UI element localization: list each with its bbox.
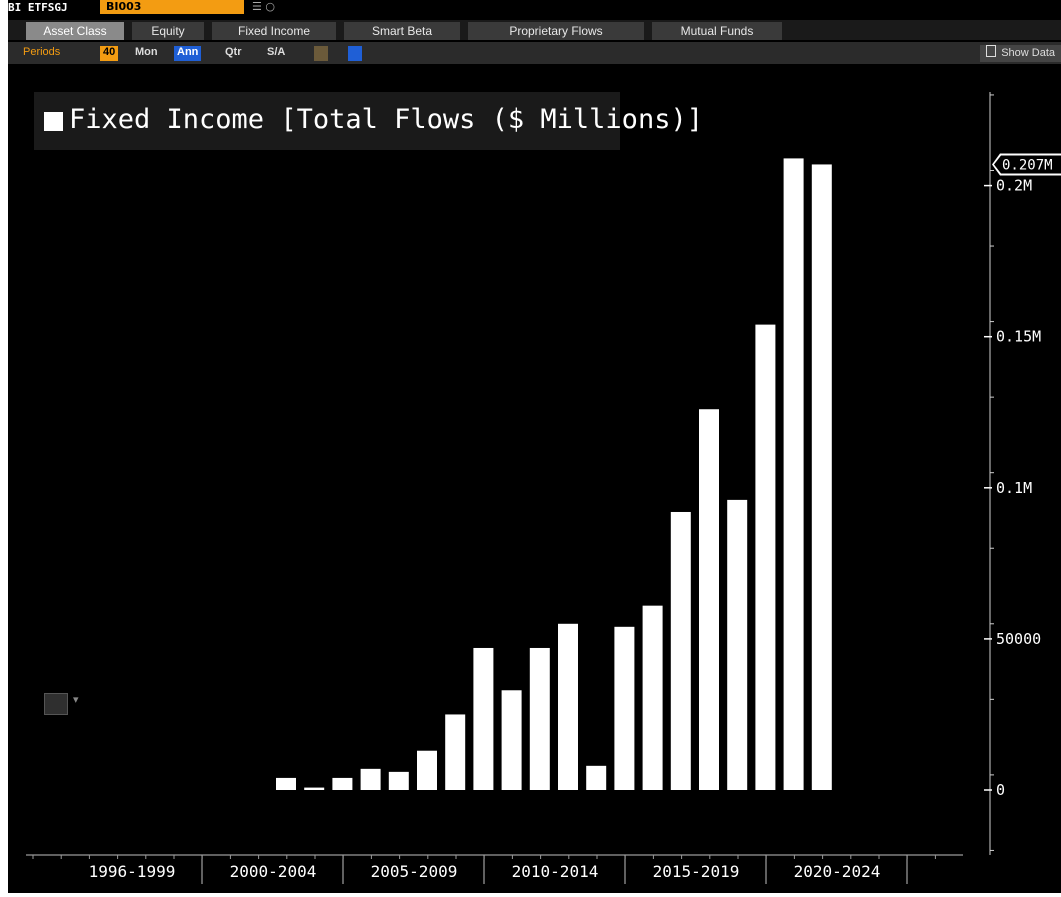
chart-legend: Fixed Income [Total Flows ($ Millions)]	[34, 92, 620, 150]
bar	[332, 778, 352, 790]
y-tick-label: 50000	[996, 630, 1041, 648]
bar	[389, 772, 409, 790]
bar	[304, 788, 324, 790]
bloomberg-window: BI ETFSGJ BI003 ☰ ○ Asset Class Equity F…	[8, 0, 1061, 893]
bar	[558, 624, 578, 790]
last-value-label: 0.207M	[1002, 157, 1053, 173]
x-tick-label: 2010-2014	[512, 862, 599, 881]
x-tick-label: 2000-2004	[230, 862, 317, 881]
chevron-down-icon[interactable]: ▾	[73, 693, 79, 706]
bar	[417, 751, 437, 790]
legend-swatch	[44, 112, 63, 131]
bar	[530, 648, 550, 790]
bars-group	[276, 158, 832, 790]
bar	[755, 325, 775, 790]
bar	[643, 606, 663, 790]
x-axis: 1996-1999 2000-2004 2005-2009 2010-2014 2015…	[26, 855, 963, 884]
chart-options-icon[interactable]	[44, 693, 68, 715]
x-tick-label: 2015-2019	[653, 862, 740, 881]
y-axis: 0 50000 0.1M 0.15M 0.2M 0.207M	[984, 92, 1061, 855]
bar	[784, 158, 804, 790]
bar	[445, 714, 465, 790]
bar	[502, 690, 522, 790]
y-tick-label: 0.15M	[996, 328, 1041, 346]
x-tick-label: 2020-2024	[794, 862, 881, 881]
y-tick-label: 0	[996, 781, 1005, 799]
x-tick-label: 2005-2009	[371, 862, 458, 881]
y-tick-label: 0.2M	[996, 177, 1032, 195]
bar	[727, 500, 747, 790]
bar	[361, 769, 381, 790]
chart-title: Fixed Income [Total Flows ($ Millions)]	[69, 104, 703, 135]
bar	[276, 778, 296, 790]
x-tick-label: 1996-1999	[89, 862, 176, 881]
bar	[473, 648, 493, 790]
y-tick-label: 0.1M	[996, 479, 1032, 497]
bar	[812, 164, 832, 790]
bar	[671, 512, 691, 790]
bar	[586, 766, 606, 790]
bar	[614, 627, 634, 790]
bar	[699, 409, 719, 790]
